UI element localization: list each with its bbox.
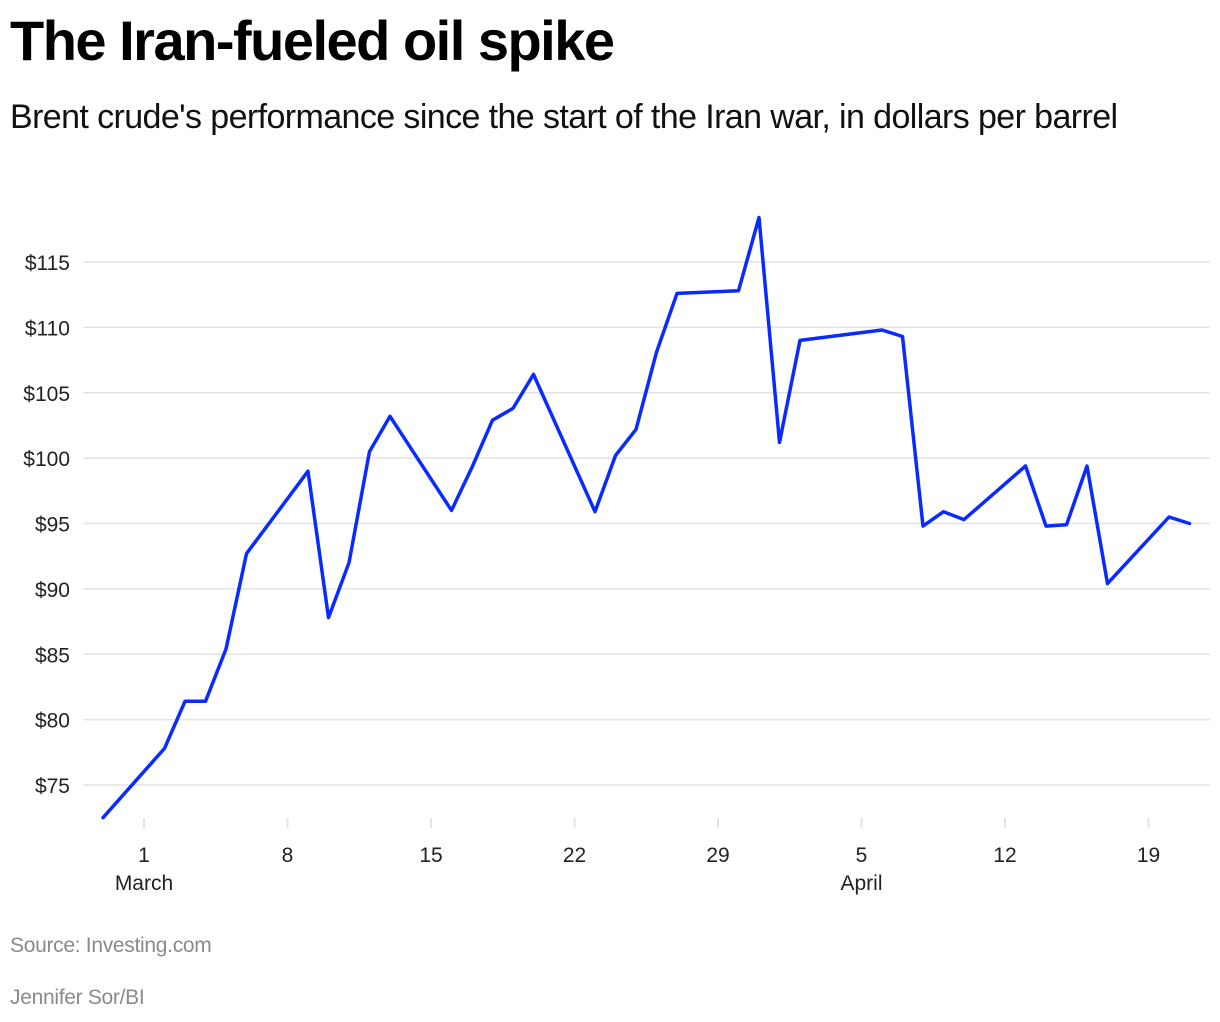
y-axis-labels: $75 $80 $85 $90 $95 $100 $105 $110 $115	[23, 252, 70, 798]
x-tick-label: 1	[138, 844, 150, 867]
x-tick-label: 5	[856, 844, 868, 867]
x-tick-label: 8	[282, 844, 294, 867]
y-tick-label: $95	[35, 514, 70, 537]
x-tick-label: 22	[563, 844, 586, 867]
x-tick-label: 12	[993, 844, 1016, 867]
author-credit: Jennifer Sor/BI	[10, 986, 145, 1009]
y-tick-label: $115	[25, 252, 70, 275]
x-tick-label: 15	[419, 844, 442, 867]
x-month-label: April	[840, 872, 882, 895]
y-tick-label: $85	[35, 644, 70, 667]
x-month-label: March	[115, 872, 173, 895]
y-tick-label: $110	[25, 317, 70, 340]
y-tick-label: $105	[23, 383, 70, 406]
y-tick-label: $80	[35, 710, 70, 733]
source-note: Source: Investing.com	[10, 934, 212, 957]
x-axis: 1 March 8 15 22 29 5 April 12 19	[115, 818, 1160, 895]
y-tick-label: $100	[23, 448, 70, 471]
chart-title: The Iran-fueled oil spike	[10, 9, 615, 72]
x-tick-label: 29	[706, 844, 729, 867]
brent-crude-line	[101, 215, 1192, 820]
chart-subtitle: Brent crude's performance since the star…	[10, 98, 1118, 136]
gridlines	[83, 261, 1210, 786]
x-tick-label: 19	[1137, 844, 1160, 867]
y-tick-label: $75	[35, 775, 70, 798]
y-tick-label: $90	[35, 579, 70, 602]
